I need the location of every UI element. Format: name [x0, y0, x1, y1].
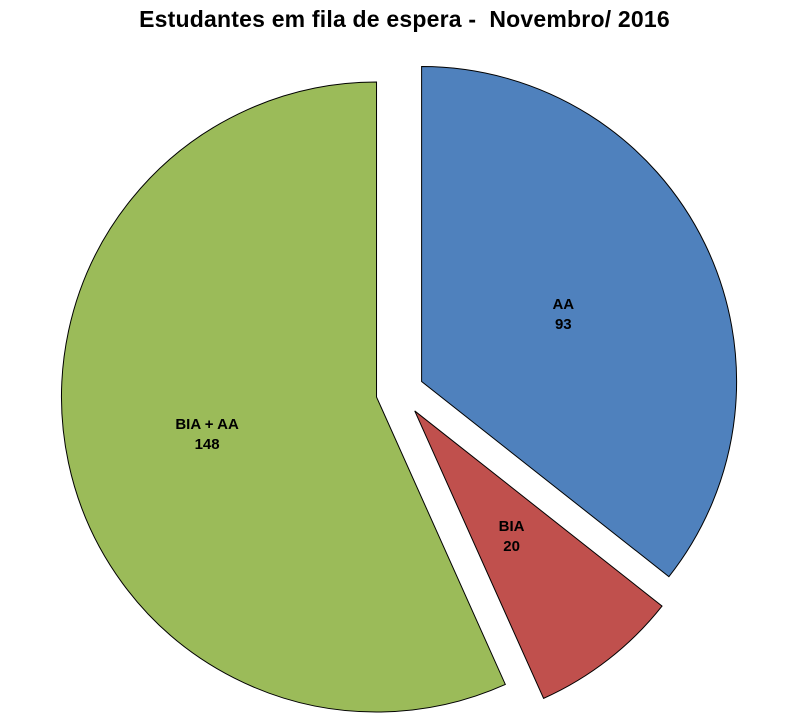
pie-slice-bia-aa: [61, 81, 507, 713]
slice-label-name-bia: BIA: [499, 518, 525, 535]
slice-label-name-bia-aa: BIA + AA: [175, 416, 239, 433]
pie-slice-aa: [421, 66, 738, 578]
slice-label-name-aa: AA: [552, 296, 574, 313]
slice-label-value-aa: 93: [555, 316, 572, 333]
chart-title: Estudantes em fila de espera - Novembro/…: [139, 6, 670, 32]
slice-label-value-bia: 20: [503, 538, 520, 555]
slice-label-value-bia-aa: 148: [195, 436, 220, 453]
pie-slice-bia: [414, 410, 663, 700]
